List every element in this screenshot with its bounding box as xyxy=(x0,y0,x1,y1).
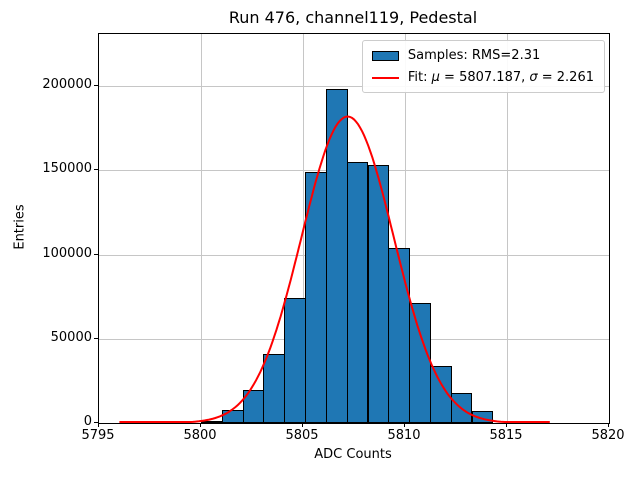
x-tick-label: 5815 xyxy=(489,428,523,443)
y-tick-label: 200000 xyxy=(42,77,92,92)
y-tick-mark xyxy=(94,254,98,255)
x-tick-label: 5795 xyxy=(81,428,115,443)
histogram-bar xyxy=(367,164,390,423)
samples-swatch-icon xyxy=(371,50,399,61)
y-tick-mark xyxy=(94,338,98,339)
histogram-bar xyxy=(242,390,265,423)
fit-line-swatch-icon xyxy=(371,76,399,79)
x-tick-mark xyxy=(404,423,405,427)
y-gridline xyxy=(99,86,609,87)
legend-fit-label: Fit: μ = 5807.187, σ = 2.261 xyxy=(408,70,594,85)
histogram-bar xyxy=(388,248,411,423)
legend-sigma-value: = 2.261 xyxy=(537,70,594,85)
y-tick-mark xyxy=(94,85,98,86)
chart-title: Run 476, channel119, Pedestal xyxy=(228,8,478,27)
y-axis-label: Entries xyxy=(12,204,28,250)
histogram-bar xyxy=(284,298,306,423)
y-tick-label: 50000 xyxy=(50,330,92,345)
x-tick-mark xyxy=(506,423,507,427)
legend-fit-prefix: Fit: xyxy=(407,70,432,85)
histogram-bar xyxy=(221,409,244,423)
legend-row-fit: Fit: μ = 5807.187, σ = 2.261 xyxy=(371,70,594,85)
legend-mu-symbol: μ xyxy=(431,70,440,85)
legend-sigma-symbol: σ xyxy=(529,70,538,85)
x-tick-mark xyxy=(200,423,201,427)
y-tick-mark xyxy=(94,422,98,423)
histogram-bar xyxy=(471,411,494,423)
x-gridline xyxy=(201,34,202,423)
plot-area: Samples: RMS=2.31 Fit: μ = 5807.187, σ =… xyxy=(98,33,610,424)
histogram-bar xyxy=(201,420,223,423)
histogram-bar xyxy=(409,302,431,423)
y-tick-label: 150000 xyxy=(42,161,92,176)
legend-samples-label: Samples: RMS=2.31 xyxy=(407,48,541,63)
histogram-bar xyxy=(325,88,348,423)
x-tick-label: 5805 xyxy=(285,428,319,443)
legend-box: Samples: RMS=2.31 Fit: μ = 5807.187, σ =… xyxy=(361,40,605,93)
histogram-bar xyxy=(429,366,452,423)
legend-row-samples: Samples: RMS=2.31 xyxy=(371,48,594,63)
histogram-bar xyxy=(450,393,473,423)
histogram-bar xyxy=(263,354,286,423)
histogram-bar xyxy=(305,171,327,423)
x-tick-mark xyxy=(302,423,303,427)
x-tick-label: 5810 xyxy=(387,428,421,443)
histogram-bar xyxy=(346,161,369,423)
x-tick-label: 5820 xyxy=(591,428,625,443)
y-tick-mark xyxy=(94,169,98,170)
x-axis-label: ADC Counts xyxy=(314,447,392,462)
x-tick-mark xyxy=(98,423,99,427)
y-tick-label: 0 xyxy=(83,414,92,429)
y-tick-label: 100000 xyxy=(42,246,92,261)
x-tick-mark xyxy=(608,423,609,427)
legend-mu-value: = 5807.187, xyxy=(439,70,530,85)
x-tick-label: 5800 xyxy=(183,428,217,443)
